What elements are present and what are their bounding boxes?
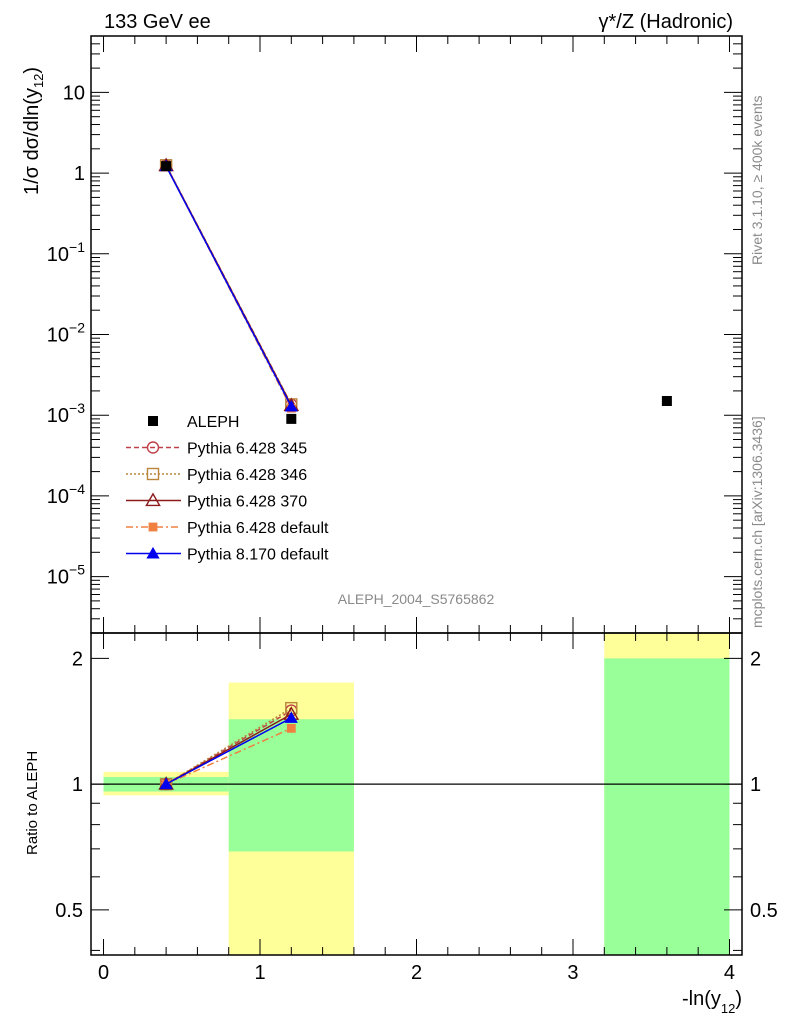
legend-marker-2 — [145, 492, 161, 507]
legend-marker-4 — [146, 546, 160, 559]
legend-label-4: Pythia 8.170 default — [187, 547, 329, 564]
main-y-tick-label: 10−3 — [47, 400, 85, 427]
ratio-y-tick-label: 1 — [72, 774, 83, 796]
x-tick-label: 2 — [411, 962, 422, 984]
x-tick-label: 1 — [254, 962, 265, 984]
main-y-tick-label: 1 — [74, 163, 85, 185]
legend-marker-1 — [146, 467, 160, 481]
legend-label-1: Pythia 6.428 346 — [187, 467, 307, 484]
ratio-plot-frame — [90, 632, 743, 956]
ratio-band-green-2 — [604, 658, 730, 955]
main-y-tick-label: 10 — [63, 82, 85, 104]
rivet-side-label: Rivet 3.1.10, ≥ 400k events — [749, 95, 765, 265]
header-right-label: γ*/Z (Hadronic) — [599, 11, 733, 33]
main-y-axis-title: 1/σ dσ/dln(y12) — [21, 67, 46, 195]
mcplots-side-label: mcplots.cern.ch [arXiv:1306.3436] — [749, 416, 765, 628]
ratio-y-tick-label: 2 — [72, 648, 83, 670]
ratio-y-tick-label-right: 2 — [750, 648, 761, 670]
legend-label-2: Pythia 6.428 370 — [187, 494, 307, 511]
main-y-tick-label: 10−1 — [47, 239, 85, 266]
main-axis-ticks: 10 1 10−1 10−2 10−3 10−4 10−5 — [47, 35, 742, 634]
legend-label-3: Pythia 6.428 default — [187, 520, 329, 537]
aleph-data-point — [286, 413, 297, 424]
x-tick-label: 3 — [567, 962, 578, 984]
legend-marker-0 — [146, 441, 160, 454]
ratio-series-point-4 — [159, 777, 173, 790]
legend-label-0: Pythia 6.428 345 — [187, 441, 307, 458]
analysis-id-label: ALEPH_2004_S5765862 — [338, 591, 495, 607]
ratio-series-line-1 — [165, 707, 292, 785]
legend: ALEPH Pythia 6.428 345 Pythia 6.428 346 Pyt… — [126, 414, 329, 564]
main-y-tick-label: 10−4 — [47, 481, 85, 508]
x-tick-label: 0 — [98, 962, 109, 984]
ratio-series-group — [158, 701, 300, 791]
main-series-point-4 — [284, 399, 298, 412]
aleph-data-point — [661, 395, 672, 406]
ratio-band-green-1 — [228, 719, 354, 852]
x-tick-label: 4 — [724, 962, 735, 984]
ratio-series-point-3 — [286, 723, 296, 733]
ratio-y-axis-title: Ratio to ALEPH — [24, 751, 41, 855]
x-axis-title: -ln(y12) — [682, 988, 742, 1016]
main-y-tick-label: 10−5 — [47, 562, 85, 589]
header-left-label: 133 GeV ee — [104, 11, 211, 33]
main-series-line-4 — [165, 165, 292, 407]
aleph-data-point — [161, 161, 172, 172]
ratio-series-line-4 — [165, 717, 292, 785]
main-plot-frame — [90, 35, 743, 634]
legend-marker-3 — [148, 522, 158, 532]
ratio-y-tick-label: 0.5 — [55, 900, 83, 922]
main-series-group — [158, 157, 672, 424]
legend-label-aleph: ALEPH — [187, 414, 239, 431]
ratio-series-point-4 — [284, 711, 298, 723]
main-y-tick-label: 10−2 — [47, 320, 85, 347]
ratio-uncertainty-bands — [103, 633, 730, 955]
ratio-axis-ticks: 0.5 0.5 1 1 2 2 0 1 2 3 4 — [55, 633, 778, 984]
legend-marker-aleph — [148, 416, 158, 426]
ratio-y-tick-label-right: 1 — [750, 774, 761, 796]
ratio-y-tick-label-right: 0.5 — [750, 900, 778, 922]
